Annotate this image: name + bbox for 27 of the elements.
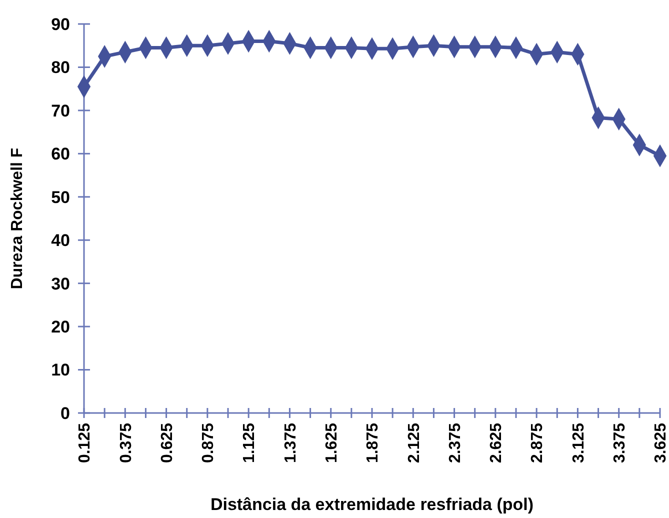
x-tick-label: 3.375 [611,422,628,464]
y-tick-label: 0 [60,404,70,423]
x-tick-label: 3.625 [652,422,669,464]
y-tick-label: 90 [51,14,70,34]
y-tick-label: 70 [51,101,70,120]
x-tick-label: 1.875 [364,422,382,464]
x-tick-label: 2.875 [529,422,546,464]
x-tick-label: 0.625 [158,422,176,464]
y-tick-label: 20 [51,318,70,337]
y-tick-label: 50 [51,188,70,207]
y-tick-label: 10 [51,360,70,380]
x-tick-label: 0.875 [200,422,218,464]
x-tick-label: 2.375 [446,422,464,464]
x-tick-label: 2.625 [488,422,506,464]
y-tick-label: 60 [51,144,70,164]
x-tick-label: 1.125 [241,422,258,464]
x-tick-label: 0.125 [76,422,94,464]
x-tick-label: 2.125 [406,422,423,464]
x-axis-title: Distância da extremidade resfriada (pol) [210,495,534,514]
x-tick-label: 0.375 [118,422,135,464]
y-tick-label: 80 [51,58,70,78]
x-tick-label: 1.375 [282,422,300,464]
y-tick-label: 40 [51,231,70,250]
x-tick-label: 3.125 [570,422,588,464]
y-tick-label: 30 [51,274,70,294]
x-tick-label: 1.625 [323,422,340,464]
y-axis-title: Dureza Rockwell F [9,148,26,290]
